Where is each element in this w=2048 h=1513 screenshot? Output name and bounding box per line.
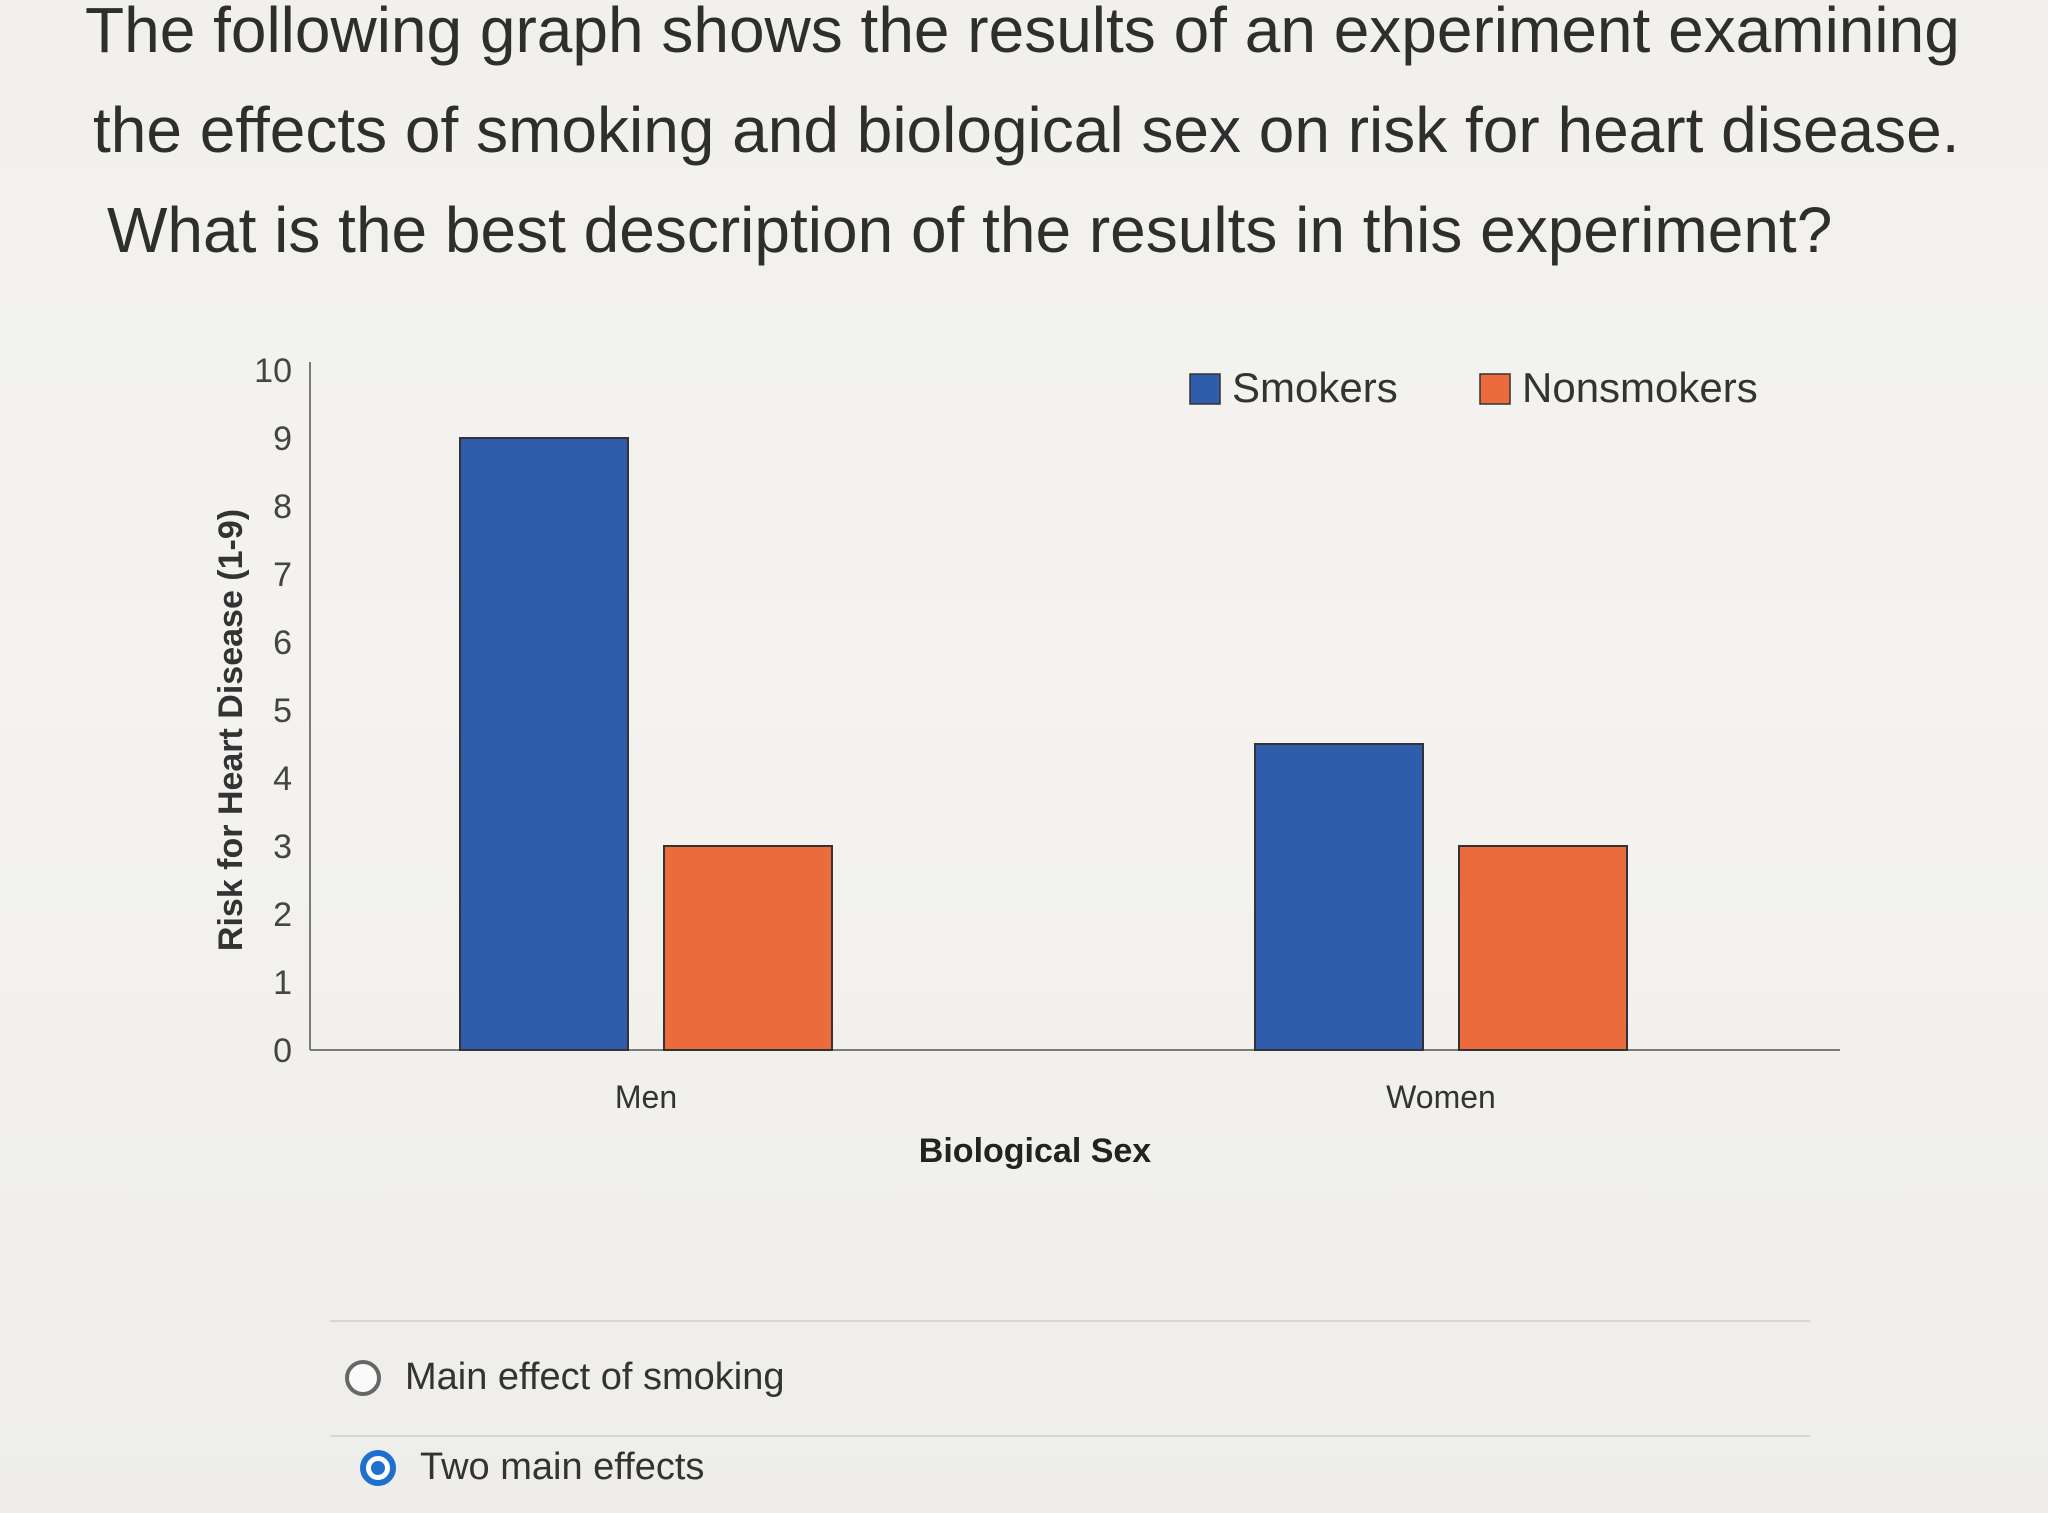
answer-option-two-main-effects[interactable]: Two main effects (360, 1446, 704, 1489)
radio-button-selected[interactable] (360, 1449, 396, 1486)
legend-swatch-smokers (1189, 373, 1221, 405)
question-line-3: What is the best description of the resu… (107, 194, 1833, 266)
bar-nonsmokers-men (663, 845, 833, 1051)
legend-label: Smokers (1232, 364, 1398, 411)
y-tick-label: 5 (273, 692, 292, 730)
x-tick-label: Men (615, 1079, 677, 1115)
radio-button-unselected[interactable] (345, 1359, 381, 1396)
y-tick-label: 4 (273, 760, 292, 798)
legend-label: Nonsmokers (1522, 364, 1758, 411)
y-tick-label: 8 (273, 488, 292, 526)
x-tick-label: Women (1386, 1079, 1496, 1115)
y-tick-label: 3 (273, 828, 292, 866)
divider (330, 1320, 1810, 1322)
answer-label: Main effect of smoking (405, 1356, 785, 1398)
y-tick-label: 0 (273, 1032, 292, 1070)
bar-smokers-men (459, 437, 629, 1051)
y-tick-label: 2 (273, 896, 292, 934)
question-line-1: The following graph shows the results of… (85, 0, 1960, 66)
y-tick-label: 1 (273, 964, 292, 1002)
y-tick-label: 10 (254, 352, 292, 390)
bar-chart: 0 1 2 3 4 5 6 7 8 9 10 Risk for Heart Disease (1-9)… (180, 330, 1880, 1180)
divider (330, 1435, 1810, 1437)
y-tick-label: 9 (273, 420, 292, 458)
chart-svg: 0 1 2 3 4 5 6 7 8 9 10 Risk for Heart Disease (1-9)… (212, 352, 1840, 1170)
legend-swatch-nonsmokers (1479, 373, 1511, 405)
question-text: The following graph shows the results of… (85, 0, 2045, 280)
answer-option-main-effect-smoking[interactable]: Main effect of smoking (345, 1356, 784, 1399)
y-tick-label: 6 (273, 624, 292, 662)
y-tick-label: 7 (273, 556, 292, 594)
answer-label: Two main effects (420, 1446, 705, 1488)
x-axis-label: Biological Sex (919, 1132, 1151, 1170)
question-line-2: the effects of smoking and biological se… (93, 94, 1960, 166)
bar-nonsmokers-women (1458, 845, 1628, 1051)
y-axis-label: Risk for Heart Disease (1-9) (212, 509, 250, 951)
bar-smokers-women (1254, 743, 1424, 1051)
